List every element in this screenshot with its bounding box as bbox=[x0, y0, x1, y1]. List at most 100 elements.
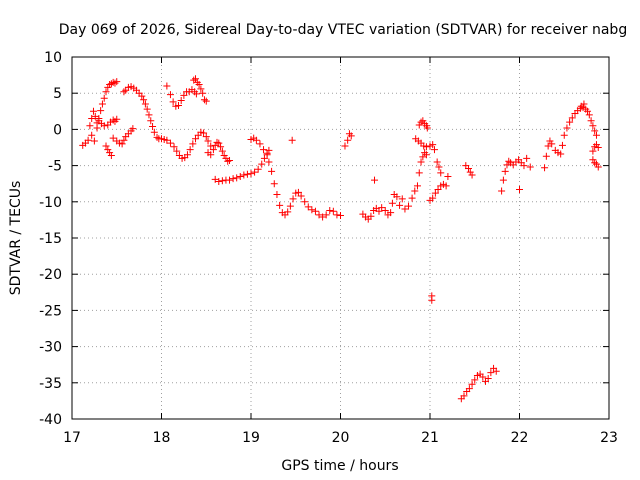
data-point bbox=[111, 79, 119, 87]
data-point bbox=[577, 102, 585, 110]
data-point bbox=[91, 112, 99, 120]
data-point bbox=[411, 187, 419, 195]
data-series bbox=[79, 75, 602, 403]
data-point bbox=[189, 140, 197, 148]
data-point bbox=[329, 207, 337, 215]
data-point bbox=[138, 92, 146, 100]
data-point bbox=[204, 137, 212, 145]
y-tick-label: -25 bbox=[39, 303, 62, 319]
data-point bbox=[505, 157, 513, 165]
data-point bbox=[401, 205, 409, 213]
data-point bbox=[501, 167, 509, 175]
data-point bbox=[217, 143, 225, 151]
data-point bbox=[591, 127, 599, 135]
data-point bbox=[541, 164, 549, 172]
data-point bbox=[106, 149, 114, 157]
data-point bbox=[371, 176, 379, 184]
data-point bbox=[260, 146, 268, 154]
data-point bbox=[542, 152, 550, 160]
data-point bbox=[344, 136, 352, 144]
y-tick-label: -5 bbox=[48, 159, 62, 175]
data-point bbox=[100, 94, 108, 102]
data-point bbox=[192, 135, 200, 143]
data-point bbox=[93, 124, 101, 132]
data-point bbox=[88, 131, 96, 139]
y-tick-label: 5 bbox=[53, 86, 62, 102]
data-point bbox=[433, 158, 441, 166]
data-point bbox=[563, 124, 571, 132]
data-point bbox=[319, 213, 327, 221]
data-point bbox=[526, 163, 534, 171]
data-point bbox=[107, 151, 115, 159]
data-point bbox=[589, 156, 597, 164]
data-point bbox=[166, 139, 174, 147]
data-point bbox=[413, 182, 421, 190]
data-point bbox=[585, 111, 593, 119]
data-point bbox=[587, 117, 595, 125]
data-point bbox=[375, 207, 383, 215]
data-point bbox=[211, 175, 219, 183]
x-axis-tick-labels: 17 18 19 20 21 22 23 bbox=[63, 430, 618, 446]
data-point bbox=[464, 164, 472, 172]
data-point bbox=[273, 191, 281, 199]
data-point bbox=[120, 136, 128, 144]
data-point bbox=[190, 76, 198, 84]
data-point bbox=[265, 158, 273, 166]
data-point bbox=[89, 107, 97, 115]
data-point bbox=[163, 82, 171, 90]
data-point bbox=[315, 211, 323, 219]
data-point bbox=[229, 175, 237, 183]
data-point bbox=[207, 142, 215, 150]
data-point bbox=[387, 209, 395, 217]
data-point bbox=[557, 150, 565, 158]
y-tick-label: -40 bbox=[39, 412, 62, 428]
y-tick-label: -10 bbox=[39, 195, 62, 211]
data-point bbox=[98, 100, 106, 108]
data-point bbox=[104, 83, 112, 91]
y-axis-tick-labels: 10 5 0 -5 -10 -15 -20 -25 -30 -35 -40 bbox=[39, 50, 62, 428]
data-point bbox=[276, 201, 284, 209]
data-point bbox=[415, 121, 423, 129]
data-point bbox=[471, 376, 479, 384]
data-point bbox=[341, 142, 349, 150]
data-point bbox=[396, 201, 404, 209]
data-point bbox=[100, 122, 108, 130]
data-point bbox=[337, 212, 344, 220]
data-point bbox=[492, 367, 500, 375]
data-point bbox=[186, 146, 194, 154]
data-point bbox=[220, 151, 228, 159]
data-point bbox=[233, 174, 241, 182]
data-point bbox=[88, 115, 96, 123]
data-point bbox=[422, 151, 430, 159]
data-point bbox=[523, 154, 531, 162]
data-point bbox=[546, 137, 554, 145]
data-point bbox=[560, 131, 568, 139]
data-point bbox=[90, 137, 98, 145]
data-point bbox=[147, 117, 155, 125]
data-point bbox=[589, 122, 597, 130]
data-point bbox=[143, 105, 151, 113]
axis-ticks bbox=[71, 56, 610, 420]
data-point bbox=[254, 165, 262, 173]
data-point bbox=[417, 158, 425, 166]
data-point bbox=[520, 162, 528, 170]
data-point bbox=[429, 194, 437, 202]
data-point bbox=[422, 143, 430, 151]
data-point bbox=[195, 81, 203, 89]
data-point bbox=[429, 141, 437, 149]
data-point bbox=[222, 154, 230, 162]
data-point bbox=[548, 140, 556, 148]
data-point bbox=[503, 161, 511, 169]
data-point bbox=[202, 97, 210, 105]
data-point bbox=[240, 171, 248, 179]
data-point bbox=[252, 136, 260, 144]
data-point bbox=[251, 168, 259, 176]
data-point bbox=[568, 114, 576, 122]
data-point bbox=[594, 163, 602, 171]
data-point bbox=[258, 160, 266, 168]
x-axis-label: GPS time / hours bbox=[281, 458, 398, 474]
data-point bbox=[180, 91, 188, 99]
data-point bbox=[367, 212, 375, 220]
data-point bbox=[286, 202, 294, 210]
y-tick-label: -35 bbox=[39, 376, 62, 392]
